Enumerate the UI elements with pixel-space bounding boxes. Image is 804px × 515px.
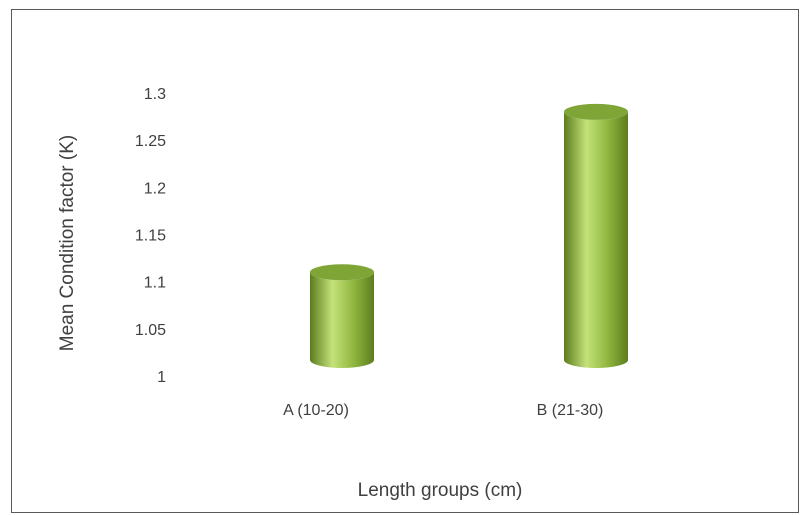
y-tick-label: 1.25 (135, 133, 166, 150)
y-axis-title: Mean Condition factor (K) (57, 135, 78, 352)
x-tick-label: B (21-30) (537, 402, 604, 419)
chart-area (11, 9, 799, 513)
bar-top (564, 103, 628, 120)
x-axis-ticks: A (10-20) B (21-30) (283, 402, 603, 419)
y-tick-label: 1.05 (135, 322, 166, 339)
y-axis-ticks: 1.3 1.25 1.2 1.15 1.1 1.05 1 (135, 86, 166, 386)
x-axis-title: Length groups (cm) (358, 480, 523, 501)
bar (564, 111, 628, 368)
x-tick-label: A (10-20) (283, 402, 349, 419)
bars (310, 103, 628, 368)
y-tick-label: 1.1 (144, 275, 166, 292)
y-tick-label: 1.3 (144, 86, 166, 103)
y-tick-label: 1.2 (144, 180, 166, 197)
bar (310, 272, 374, 368)
y-tick-label: 1.15 (135, 228, 166, 245)
bar-top (310, 264, 374, 281)
y-tick-label: 1 (157, 369, 166, 386)
